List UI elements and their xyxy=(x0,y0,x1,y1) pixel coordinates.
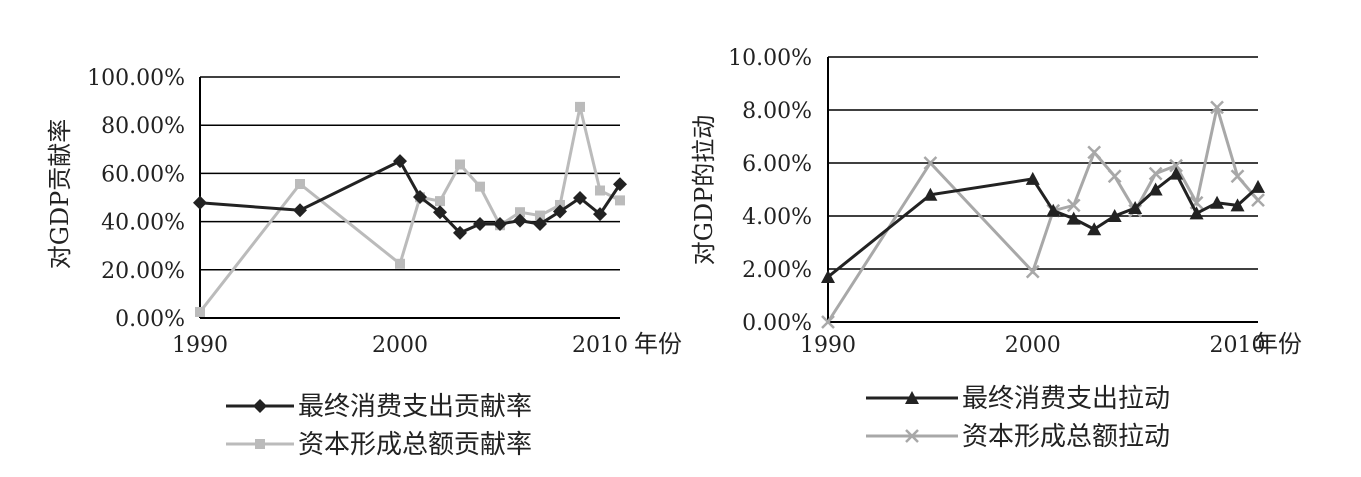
y-tick-label: 0.00% xyxy=(115,307,185,332)
y-tick-label: 40.00% xyxy=(101,211,185,236)
legend-entry: 资本形成总额贡献率 xyxy=(226,430,532,460)
data-point xyxy=(821,269,835,283)
data-point xyxy=(613,177,627,192)
legend-marker xyxy=(255,439,265,449)
data-point xyxy=(595,185,605,196)
data-point xyxy=(1251,179,1265,193)
y-tick-label: 60.00% xyxy=(101,162,185,187)
data-point xyxy=(195,306,205,317)
data-point xyxy=(535,210,545,221)
legend-entry: 资本形成总额拉动 xyxy=(866,422,1170,452)
data-point xyxy=(1025,171,1040,185)
data-point xyxy=(1251,193,1265,207)
x-tick-label: 2000 xyxy=(372,333,428,358)
series-line xyxy=(827,171,1260,279)
y-tick-label: 2.00% xyxy=(742,258,812,283)
y-tick-label: 20.00% xyxy=(101,259,185,284)
series-1 xyxy=(821,166,1265,283)
data-point xyxy=(923,156,938,170)
series-line xyxy=(826,106,1260,323)
data-point xyxy=(433,205,447,220)
y-tick-label: 0.00% xyxy=(742,311,812,336)
y-axis-label: 对GDP的拉动 xyxy=(690,115,718,266)
data-point xyxy=(553,204,567,219)
data-point xyxy=(295,179,305,190)
x-tick-label: 2010 xyxy=(572,333,628,358)
data-point xyxy=(473,217,487,232)
data-point xyxy=(533,217,547,232)
data-point xyxy=(455,159,465,170)
data-point xyxy=(615,195,625,206)
data-point xyxy=(923,187,938,201)
series-2 xyxy=(195,101,625,317)
data-point xyxy=(475,181,485,192)
data-point xyxy=(573,190,587,205)
data-point xyxy=(1148,166,1163,181)
y-axis-label: 对GDP贡献率 xyxy=(46,119,74,270)
data-point xyxy=(1087,222,1102,236)
data-point xyxy=(1148,182,1163,196)
data-point xyxy=(1046,203,1061,217)
x-tick-label: 2010 xyxy=(1210,333,1266,358)
data-point xyxy=(1189,206,1204,220)
data-point xyxy=(593,207,607,222)
x-axis-label: 年份 xyxy=(634,330,682,358)
x-tick-label: 1990 xyxy=(172,333,228,358)
data-point xyxy=(193,195,207,210)
data-point xyxy=(493,217,507,232)
data-point xyxy=(513,213,527,228)
data-point xyxy=(293,203,307,218)
legend-marker xyxy=(905,391,919,404)
data-point xyxy=(1169,158,1183,173)
legend-label: 最终消费支出拉动 xyxy=(962,384,1170,414)
chart-2: 0.00% 2.00% 4.00% 6.00% 8.00% 10.00% 1990 2000 2… xyxy=(690,46,1302,452)
chart-1: 0.00% 20.00% 40.00% 60.00% 80.00% 100.00% 1990… xyxy=(46,66,682,460)
y-tick-label: 4.00% xyxy=(742,205,812,230)
data-point xyxy=(1169,166,1184,180)
series-line xyxy=(198,106,621,313)
y-tick-label: 100.00% xyxy=(87,66,185,91)
data-point xyxy=(821,315,835,329)
legend-marker xyxy=(253,399,267,413)
data-point xyxy=(413,190,427,205)
data-point xyxy=(575,101,585,112)
legend-label: 资本形成总额拉动 xyxy=(962,422,1170,452)
series-1 xyxy=(193,154,627,240)
data-point xyxy=(515,207,525,218)
x-axis-label: 年份 xyxy=(1254,330,1302,358)
data-point xyxy=(1066,211,1081,225)
legend-label: 资本形成总额贡献率 xyxy=(298,430,532,460)
data-point xyxy=(1230,198,1245,212)
data-point xyxy=(1066,198,1081,213)
data-point xyxy=(1210,100,1224,115)
legend-entry: 最终消费支出贡献率 xyxy=(226,392,532,422)
data-point xyxy=(395,258,405,269)
data-point xyxy=(453,225,467,240)
data-point xyxy=(1107,169,1122,184)
x-tick-label: 2000 xyxy=(1005,333,1061,358)
x-tick-label: 1990 xyxy=(800,333,856,358)
data-point xyxy=(435,196,445,207)
legend-label: 最终消费支出贡献率 xyxy=(298,392,532,422)
data-point xyxy=(1087,145,1102,160)
data-point xyxy=(1107,209,1122,222)
legend-marker xyxy=(905,429,919,443)
y-tick-label: 80.00% xyxy=(101,114,185,139)
data-point xyxy=(1230,169,1245,184)
legend-entry: 最终消费支出拉动 xyxy=(866,384,1170,414)
data-point xyxy=(393,154,407,169)
data-point xyxy=(1210,195,1225,209)
data-point xyxy=(1025,264,1040,279)
y-tick-label: 6.00% xyxy=(742,152,812,177)
y-tick-label: 10.00% xyxy=(728,46,812,71)
y-tick-label: 8.00% xyxy=(742,99,812,124)
data-point xyxy=(1128,201,1143,215)
